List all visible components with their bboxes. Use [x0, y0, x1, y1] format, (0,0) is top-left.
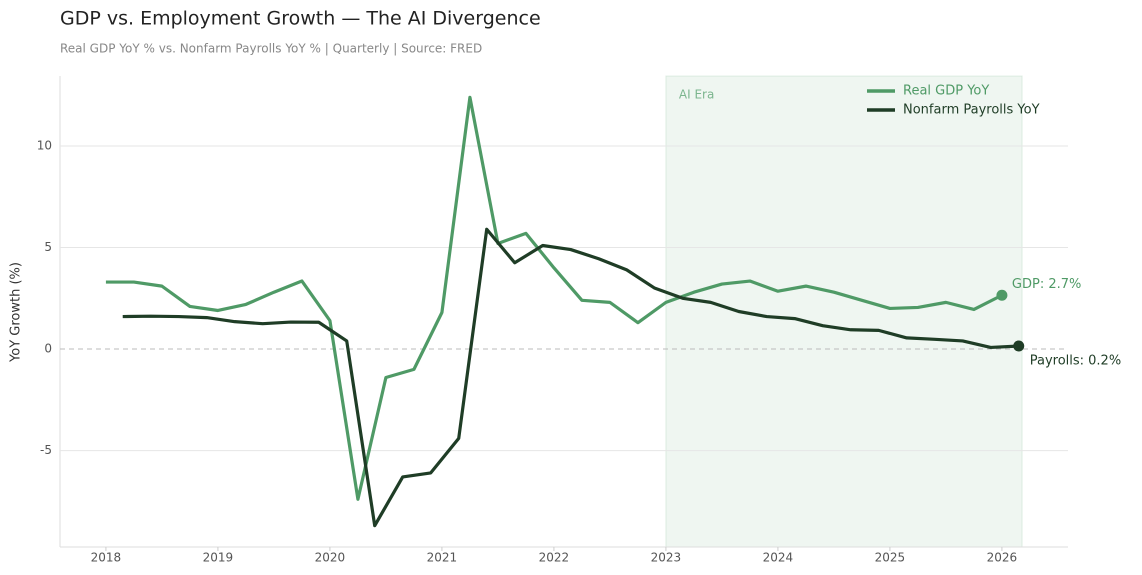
x-tick-label: 2025	[875, 551, 906, 565]
legend-label: Nonfarm Payrolls YoY	[903, 103, 1040, 118]
chart-subtitle: Real GDP YoY % vs. Nonfarm Payrolls YoY …	[60, 42, 482, 56]
x-tick-label: 2022	[539, 551, 570, 565]
legend-label: Real GDP YoY	[903, 84, 989, 99]
y-tick-label: 0	[44, 342, 52, 356]
series-line	[105, 95, 1003, 501]
y-tick-label: -5	[40, 443, 52, 457]
y-tick-label: 5	[44, 240, 52, 254]
x-tick-label: 2023	[651, 551, 682, 565]
end-marker	[996, 289, 1008, 301]
y-tick-label: 10	[37, 139, 52, 153]
x-tick-label: 2020	[315, 551, 346, 565]
x-tick-label: 2024	[763, 551, 794, 565]
end-annotation: GDP: 2.7%	[1012, 277, 1081, 292]
end-annotation: Payrolls: 0.2%	[1030, 354, 1121, 369]
y-axis-label: YoY Growth (%)	[9, 262, 24, 363]
x-tick-label: 2019	[203, 551, 234, 565]
x-tick-label: 2021	[427, 551, 458, 565]
series-line	[122, 227, 1019, 528]
x-tick-label: 2026	[987, 551, 1018, 565]
end-marker	[1013, 340, 1025, 352]
chart-title: GDP vs. Employment Growth — The AI Diver…	[60, 8, 541, 30]
x-tick-label: 2018	[91, 551, 122, 565]
shaded-region-label: AI Era	[679, 88, 714, 102]
shaded-region	[665, 75, 1023, 548]
